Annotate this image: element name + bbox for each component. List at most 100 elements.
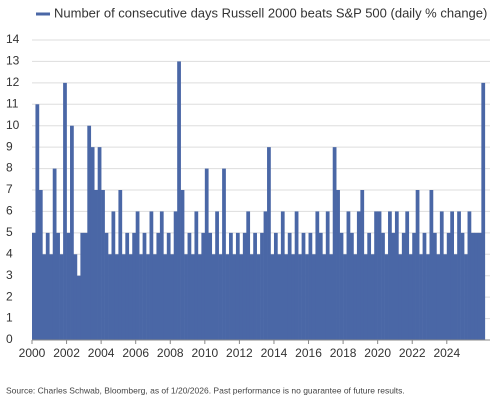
bar — [73, 254, 78, 340]
bar — [80, 232, 85, 340]
bar — [135, 211, 140, 340]
bar — [156, 232, 161, 340]
bar — [443, 254, 448, 340]
bar — [208, 232, 213, 340]
source-note: Source: Charles Schwab, Bloomberg, as of… — [6, 385, 405, 395]
bar — [239, 254, 244, 340]
bar — [346, 211, 351, 340]
bar — [253, 232, 257, 340]
bar — [467, 211, 472, 340]
bar — [405, 211, 410, 340]
bar — [356, 211, 361, 340]
x-tick-label: 2008 — [157, 346, 184, 360]
bar — [439, 211, 444, 340]
bar — [222, 168, 226, 340]
bar — [263, 211, 268, 340]
x-tick-label: 2024 — [433, 346, 460, 360]
bar — [277, 254, 282, 340]
bar — [139, 254, 143, 340]
x-tick-label: 2010 — [191, 346, 218, 360]
bar — [59, 254, 64, 340]
bar — [166, 232, 171, 340]
bar — [460, 232, 465, 340]
bar — [388, 211, 392, 340]
bar — [398, 254, 403, 340]
bar — [104, 232, 109, 340]
bar — [49, 254, 54, 340]
bar — [339, 232, 344, 340]
bar — [180, 190, 185, 340]
bar — [194, 211, 199, 340]
bar — [215, 211, 219, 340]
bar — [322, 254, 327, 340]
bar — [83, 232, 88, 340]
bar — [121, 254, 126, 340]
y-tick-label: 14 — [6, 32, 20, 46]
bar — [70, 125, 74, 340]
bar — [125, 232, 130, 340]
bar — [464, 254, 468, 340]
bar — [377, 211, 382, 340]
bar — [426, 254, 430, 340]
bar — [35, 104, 40, 341]
y-tick-label: 12 — [6, 75, 20, 89]
bar — [42, 254, 47, 340]
bar — [45, 232, 50, 340]
bar — [260, 232, 264, 340]
bar — [38, 190, 43, 340]
bar — [101, 190, 105, 340]
bar — [481, 82, 486, 340]
x-tick-label: 2000 — [19, 346, 46, 360]
y-tick-label: 13 — [6, 54, 20, 68]
bar — [246, 211, 251, 340]
bar — [457, 211, 461, 340]
bar — [450, 211, 455, 340]
bar — [118, 190, 123, 340]
bar — [381, 232, 385, 340]
bar — [235, 232, 240, 340]
bar — [146, 254, 150, 340]
bar — [284, 254, 289, 340]
bar — [114, 254, 119, 340]
bar — [294, 211, 299, 340]
bar — [128, 254, 133, 340]
bar — [159, 211, 164, 340]
bar — [325, 211, 330, 340]
bar — [242, 232, 247, 340]
bar — [170, 254, 175, 340]
x-tick-label: 2002 — [53, 346, 80, 360]
bar — [301, 232, 306, 340]
bar — [363, 254, 368, 340]
bar — [415, 190, 420, 340]
bar — [225, 254, 230, 340]
bar — [318, 232, 323, 340]
bar — [201, 232, 206, 340]
x-tick-label: 2004 — [88, 346, 115, 360]
bar — [350, 232, 354, 340]
bar — [273, 232, 278, 340]
bar — [315, 211, 320, 340]
bar — [453, 254, 458, 340]
bar — [308, 232, 313, 340]
bar — [184, 254, 188, 340]
bar — [384, 254, 389, 340]
bar — [360, 190, 365, 340]
y-tick-label: 11 — [6, 96, 19, 110]
bar — [367, 232, 372, 340]
bar — [187, 232, 192, 340]
bar — [311, 254, 316, 340]
bar — [343, 254, 347, 340]
bar — [394, 211, 399, 340]
bar — [211, 254, 216, 340]
y-tick-label: 5 — [6, 225, 13, 239]
bar — [229, 232, 233, 340]
bar — [173, 211, 178, 340]
bar — [76, 275, 81, 340]
y-tick-label: 9 — [6, 139, 13, 153]
bar — [87, 125, 92, 340]
bar — [94, 190, 98, 340]
bar — [446, 232, 451, 340]
bar — [419, 254, 423, 340]
bar — [374, 211, 378, 340]
x-tick-label: 2014 — [261, 346, 288, 360]
